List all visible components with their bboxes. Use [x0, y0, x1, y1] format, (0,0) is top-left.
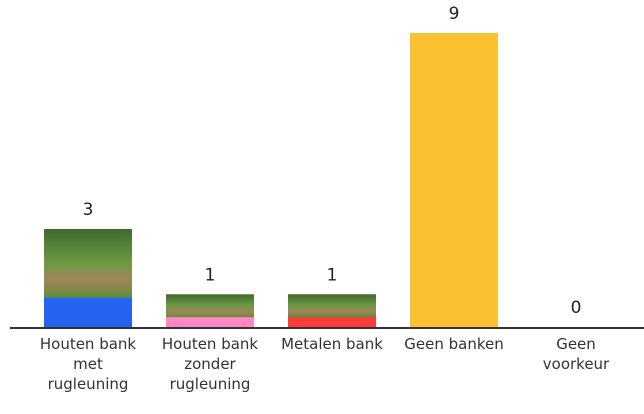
category-label: Geen voorkeur: [542, 335, 610, 373]
bar-photo: [288, 294, 376, 318]
value-label: 0: [571, 298, 582, 318]
category-label: Houten bank zonder rugleuning: [161, 335, 259, 393]
category-label: Metalen bank: [281, 335, 383, 353]
bar-photo: [44, 229, 132, 298]
value-label: 9: [449, 4, 460, 24]
category-label: Geen banken: [404, 335, 504, 353]
bar-photo: [166, 294, 254, 318]
bar: [410, 33, 498, 327]
value-label: 1: [327, 265, 338, 285]
category-label: Houten bank met rugleuning: [39, 335, 137, 393]
value-label: 3: [83, 200, 94, 220]
value-label: 1: [205, 265, 216, 285]
